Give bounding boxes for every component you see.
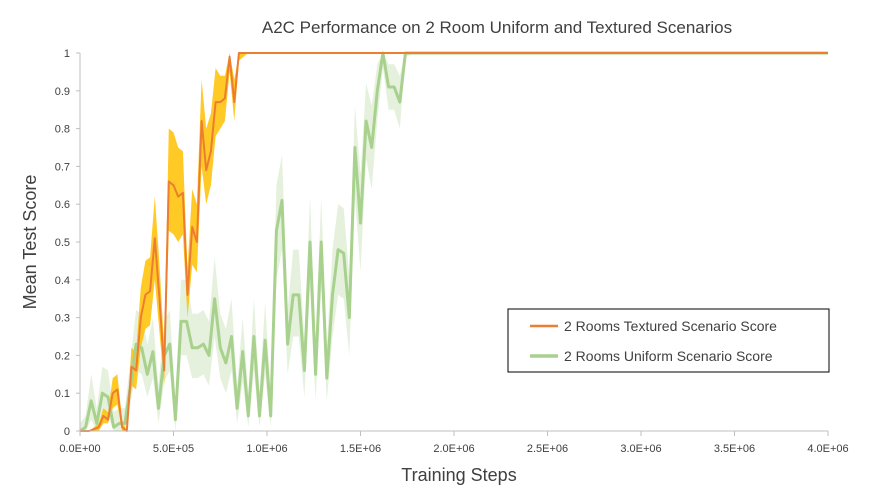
legend-label-uniform: 2 Rooms Uniform Scenario Score [564,348,773,364]
x-tick-label: 4.0E+06 [807,443,848,455]
line-series-0 [80,52,828,432]
y-tick-label: 1 [64,48,70,60]
x-tick-label: 3.5E+06 [714,443,755,455]
x-tick-label: 1.5E+06 [340,443,381,455]
confidence-bands [80,53,828,431]
y-tick-label: 0.8 [55,124,70,136]
y-tick-label: 0.7 [55,161,70,173]
x-tick-label: 2.0E+06 [433,443,474,455]
y-tick-label: 0.3 [55,313,70,325]
y-tick-label: 0.6 [55,199,70,211]
x-tick-label: 3.0E+06 [620,443,661,455]
x-tick-label: 2.5E+06 [527,443,568,455]
legend: 2 Rooms Textured Scenario Score 2 Rooms … [507,308,830,373]
y-tick-label: 0.2 [55,350,70,362]
legend-label-textured: 2 Rooms Textured Scenario Score [564,318,777,334]
chart-title: A2C Performance on 2 Room Uniform and Te… [262,18,732,37]
x-tick-label: 1.0E+06 [246,443,287,455]
y-tick-label: 0.1 [55,388,70,400]
y-tick-label: 0.9 [55,86,70,98]
y-tick-label: 0.4 [55,275,70,287]
series-lines [79,51,829,433]
legend-box [507,308,830,373]
y-tick-label: 0.5 [55,237,70,249]
x-axis-title: Training Steps [401,465,516,485]
band-series-1 [80,53,828,431]
axes: 0 0.1 0.2 0.3 0.4 0.5 0.6 0.7 0.8 0.9 1 0.0E+00 5.0E… [55,48,849,455]
y-tick-label: 0 [64,426,70,438]
x-tick-label: 5.0E+05 [153,443,194,455]
y-axis-title: Mean Test Score [20,175,40,310]
x-tick-label: 0.0E+00 [59,443,100,455]
